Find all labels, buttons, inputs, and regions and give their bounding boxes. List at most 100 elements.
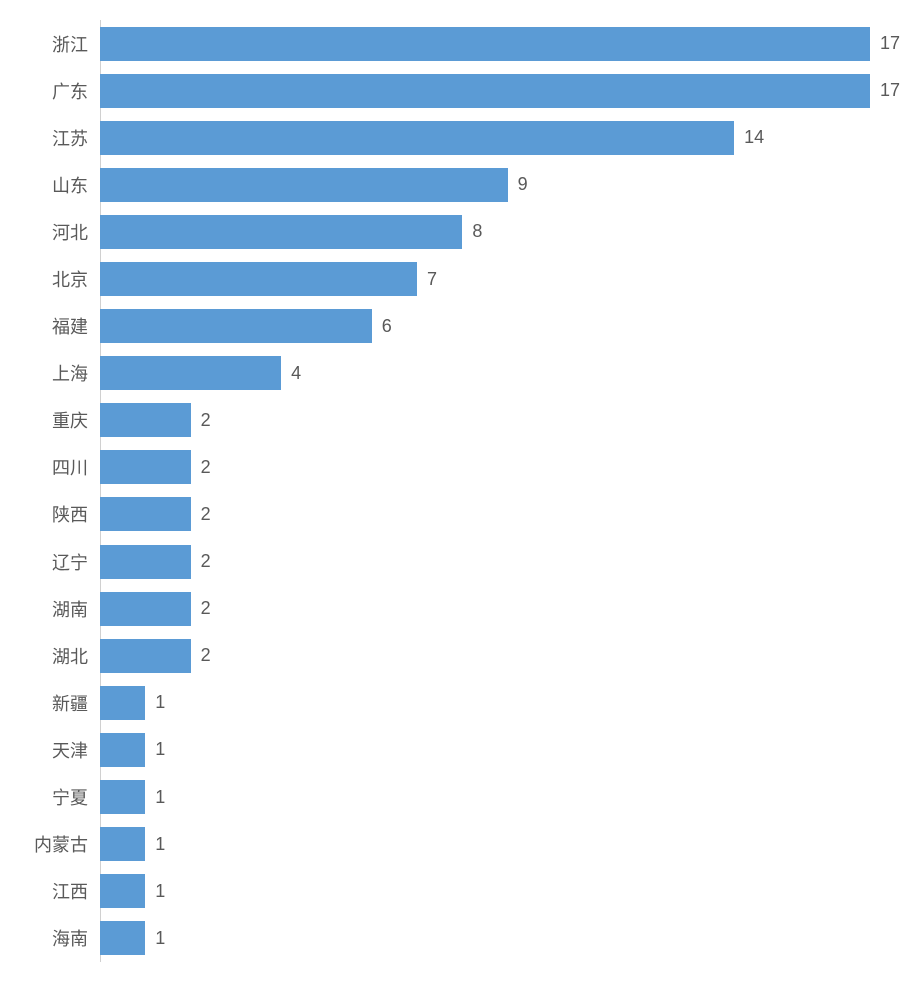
bar — [100, 121, 734, 155]
bar-row: 重庆 2 — [20, 397, 892, 444]
bar-row: 上海 4 — [20, 350, 892, 397]
bar — [100, 639, 191, 673]
bar-container: 2 — [100, 450, 892, 484]
bar-row: 天津 1 — [20, 726, 892, 773]
value-label: 9 — [508, 174, 528, 195]
bar-row: 北京 7 — [20, 256, 892, 303]
bar — [100, 733, 145, 767]
bar-container: 1 — [100, 686, 892, 720]
bar-row: 福建 6 — [20, 303, 892, 350]
bar-container: 14 — [100, 121, 892, 155]
bar-container: 7 — [100, 262, 892, 296]
bar-row: 陕西 2 — [20, 491, 892, 538]
bar-row: 四川 2 — [20, 444, 892, 491]
category-label: 新疆 — [20, 690, 100, 716]
category-label: 陕西 — [20, 501, 100, 527]
bar — [100, 27, 870, 61]
bar — [100, 450, 191, 484]
value-label: 8 — [462, 221, 482, 242]
value-label: 1 — [145, 881, 165, 902]
value-label: 2 — [191, 504, 211, 525]
value-label: 17 — [870, 80, 900, 101]
value-label: 2 — [191, 410, 211, 431]
category-label: 河北 — [20, 219, 100, 245]
category-label: 浙江 — [20, 31, 100, 57]
category-label: 重庆 — [20, 407, 100, 433]
bar-row: 内蒙古 1 — [20, 821, 892, 868]
bar-container: 1 — [100, 827, 892, 861]
bar — [100, 497, 191, 531]
category-label: 海南 — [20, 925, 100, 951]
category-label: 江苏 — [20, 125, 100, 151]
bar — [100, 686, 145, 720]
value-label: 1 — [145, 834, 165, 855]
bar-container: 2 — [100, 545, 892, 579]
bar-container: 8 — [100, 215, 892, 249]
horizontal-bar-chart: 浙江17广东17江苏14山东9河北8北京7福建6上海4重庆2四川2陕西2辽宁2湖… — [20, 20, 892, 962]
bar-row: 河北 8 — [20, 208, 892, 255]
bar-container: 2 — [100, 403, 892, 437]
bar-row: 宁夏 1 — [20, 774, 892, 821]
bar-row: 湖北 2 — [20, 632, 892, 679]
category-label: 北京 — [20, 266, 100, 292]
value-label: 2 — [191, 645, 211, 666]
category-label: 湖北 — [20, 643, 100, 669]
bar-container: 1 — [100, 874, 892, 908]
bar — [100, 545, 191, 579]
category-label: 福建 — [20, 313, 100, 339]
value-label: 2 — [191, 551, 211, 572]
bar — [100, 592, 191, 626]
bar-container: 6 — [100, 309, 892, 343]
bar-row: 湖南 2 — [20, 585, 892, 632]
category-label: 湖南 — [20, 596, 100, 622]
category-label: 辽宁 — [20, 549, 100, 575]
value-label: 1 — [145, 928, 165, 949]
value-label: 2 — [191, 457, 211, 478]
bar-container: 1 — [100, 921, 892, 955]
y-axis-line — [100, 20, 101, 962]
bar-container: 2 — [100, 592, 892, 626]
bar-row: 浙江17 — [20, 20, 892, 67]
bar — [100, 356, 281, 390]
bar-container: 17 — [100, 27, 900, 61]
value-label: 14 — [734, 127, 764, 148]
bar — [100, 403, 191, 437]
bar — [100, 262, 417, 296]
category-label: 四川 — [20, 454, 100, 480]
value-label: 6 — [372, 316, 392, 337]
bar-container: 1 — [100, 733, 892, 767]
value-label: 1 — [145, 692, 165, 713]
bar — [100, 921, 145, 955]
category-label: 宁夏 — [20, 784, 100, 810]
bar — [100, 827, 145, 861]
bar-row: 辽宁 2 — [20, 538, 892, 585]
category-label: 山东 — [20, 172, 100, 198]
value-label: 2 — [191, 598, 211, 619]
bar-container: 2 — [100, 497, 892, 531]
bar-container: 1 — [100, 780, 892, 814]
bar-container: 17 — [100, 74, 900, 108]
bar-row: 江西1 — [20, 868, 892, 915]
value-label: 1 — [145, 739, 165, 760]
bar — [100, 309, 372, 343]
value-label: 7 — [417, 269, 437, 290]
value-label: 4 — [281, 363, 301, 384]
bar-row: 山东 9 — [20, 161, 892, 208]
bar-container: 2 — [100, 639, 892, 673]
bar-row: 海南 1 — [20, 915, 892, 962]
category-label: 广东 — [20, 78, 100, 104]
category-label: 上海 — [20, 360, 100, 386]
category-label: 天津 — [20, 737, 100, 763]
bar-row: 新疆 1 — [20, 679, 892, 726]
value-label: 17 — [870, 33, 900, 54]
bar-row: 江苏 14 — [20, 114, 892, 161]
bar-rows: 浙江17广东17江苏14山东9河北8北京7福建6上海4重庆2四川2陕西2辽宁2湖… — [20, 20, 892, 962]
bar — [100, 74, 870, 108]
bar — [100, 874, 145, 908]
bar-container: 9 — [100, 168, 892, 202]
value-label: 1 — [145, 787, 165, 808]
bar — [100, 780, 145, 814]
bar-container: 4 — [100, 356, 892, 390]
bar — [100, 215, 462, 249]
category-label: 内蒙古 — [20, 831, 100, 857]
